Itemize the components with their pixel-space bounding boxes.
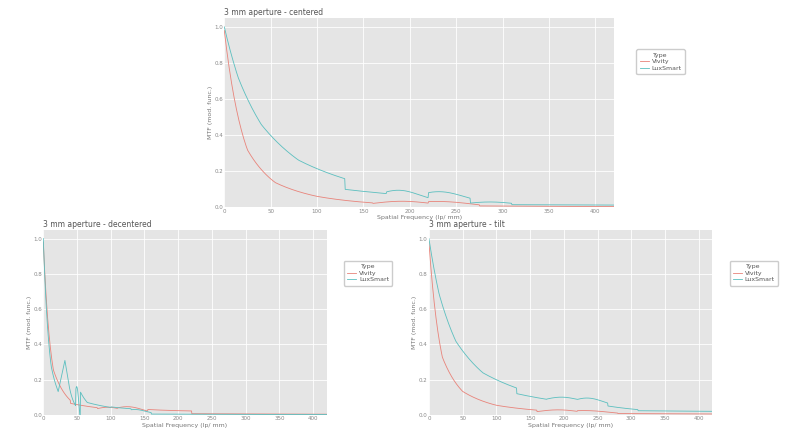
LuxSmart bbox=[708, 409, 717, 414]
LuxSmart bbox=[445, 190, 455, 196]
Line: LuxSmart: LuxSmart bbox=[429, 239, 712, 411]
LuxSmart bbox=[322, 412, 331, 417]
Vivity bbox=[515, 203, 524, 209]
LuxSmart bbox=[39, 236, 48, 241]
Vivity bbox=[211, 411, 220, 417]
Line: Vivity: Vivity bbox=[429, 242, 712, 414]
Vivity bbox=[243, 149, 253, 154]
LuxSmart bbox=[456, 193, 465, 198]
LuxSmart bbox=[467, 200, 477, 206]
Vivity bbox=[219, 411, 228, 417]
LuxSmart bbox=[220, 24, 229, 29]
Vivity bbox=[445, 199, 455, 205]
Vivity bbox=[668, 411, 678, 417]
Vivity bbox=[589, 408, 598, 413]
Vivity bbox=[604, 409, 614, 415]
Y-axis label: MTF (mod. func.): MTF (mod. func.) bbox=[412, 296, 417, 349]
Text: 3 mm aperture - decentered: 3 mm aperture - decentered bbox=[43, 220, 152, 229]
X-axis label: Spatial Frequency (lp/ mm): Spatial Frequency (lp/ mm) bbox=[376, 215, 462, 220]
Line: LuxSmart: LuxSmart bbox=[224, 27, 614, 205]
Line: LuxSmart: LuxSmart bbox=[43, 239, 327, 419]
LuxSmart bbox=[76, 417, 85, 422]
Vivity bbox=[456, 200, 465, 206]
X-axis label: Spatial Frequency (lp/ mm): Spatial Frequency (lp/ mm) bbox=[528, 422, 613, 428]
Vivity bbox=[56, 384, 65, 390]
Vivity bbox=[442, 364, 451, 369]
LuxSmart bbox=[204, 412, 213, 417]
Vivity bbox=[555, 204, 564, 209]
X-axis label: Spatial Frequency (lp/ mm): Spatial Frequency (lp/ mm) bbox=[142, 422, 227, 428]
Line: Vivity: Vivity bbox=[43, 242, 327, 414]
Vivity bbox=[609, 204, 619, 209]
LuxSmart bbox=[220, 412, 229, 417]
LuxSmart bbox=[515, 202, 524, 207]
Vivity bbox=[639, 411, 648, 417]
Vivity bbox=[597, 409, 606, 414]
Vivity bbox=[708, 411, 717, 417]
Text: 3 mm aperture - tilt: 3 mm aperture - tilt bbox=[429, 220, 504, 229]
Vivity bbox=[253, 411, 263, 417]
Vivity bbox=[322, 412, 331, 417]
LuxSmart bbox=[56, 377, 65, 383]
LuxSmart bbox=[243, 98, 253, 103]
LuxSmart bbox=[604, 404, 614, 409]
Text: 3 mm aperture - centered: 3 mm aperture - centered bbox=[224, 8, 323, 17]
Legend: Vivity, LuxSmart: Vivity, LuxSmart bbox=[637, 50, 685, 74]
LuxSmart bbox=[668, 409, 678, 414]
Y-axis label: MTF (mod. func.): MTF (mod. func.) bbox=[27, 296, 31, 349]
Vivity bbox=[39, 240, 48, 245]
Vivity bbox=[220, 28, 229, 33]
LuxSmart bbox=[589, 396, 598, 401]
LuxSmart bbox=[424, 236, 434, 241]
LuxSmart bbox=[555, 202, 564, 207]
LuxSmart bbox=[639, 408, 648, 413]
Vivity bbox=[467, 201, 477, 206]
Legend: Vivity, LuxSmart: Vivity, LuxSmart bbox=[344, 260, 392, 285]
Legend: Vivity, LuxSmart: Vivity, LuxSmart bbox=[730, 260, 778, 285]
LuxSmart bbox=[609, 202, 619, 208]
LuxSmart bbox=[283, 412, 292, 417]
Y-axis label: MTF (mod. func.): MTF (mod. func.) bbox=[208, 86, 212, 139]
LuxSmart bbox=[253, 412, 263, 417]
Vivity bbox=[203, 411, 212, 417]
Vivity bbox=[424, 240, 434, 245]
Vivity bbox=[283, 411, 292, 417]
Line: Vivity: Vivity bbox=[224, 30, 614, 206]
LuxSmart bbox=[211, 412, 220, 417]
LuxSmart bbox=[442, 314, 451, 320]
LuxSmart bbox=[597, 398, 606, 404]
